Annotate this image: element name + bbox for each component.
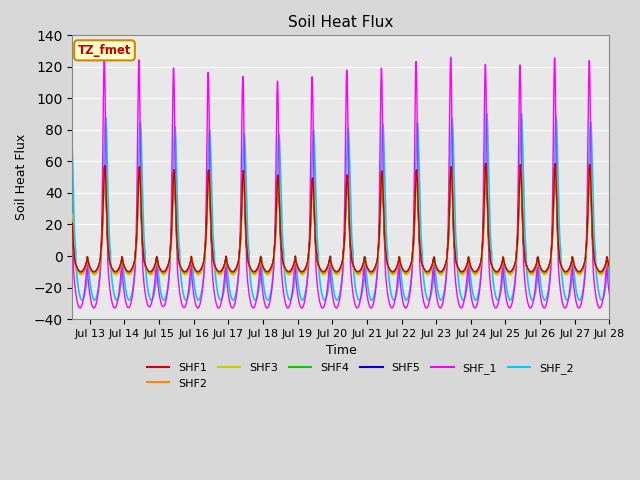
Line: SHF_1: SHF_1 bbox=[72, 57, 609, 308]
SHF1 bbox=[109, 267, 117, 273]
Line: SHF3: SHF3 bbox=[72, 167, 609, 275]
SHF4 bbox=[454, 264, 461, 270]
SHF5 bbox=[458, 269, 466, 275]
SHF_2 bbox=[454, 264, 461, 269]
Line: SHF5: SHF5 bbox=[72, 164, 609, 272]
Text: TZ_fmet: TZ_fmet bbox=[78, 44, 131, 57]
SHF_2 bbox=[68, 149, 76, 155]
SHF3 bbox=[109, 269, 117, 275]
SHF4 bbox=[230, 270, 238, 276]
SHF4 bbox=[559, 268, 566, 274]
SHF2 bbox=[211, 262, 218, 268]
SHF5 bbox=[509, 265, 517, 271]
Line: SHF1: SHF1 bbox=[72, 164, 609, 272]
SHF2 bbox=[230, 270, 238, 276]
SHF5 bbox=[68, 224, 76, 229]
SHF2 bbox=[559, 267, 566, 273]
SHF3 bbox=[541, 272, 548, 278]
SHF4 bbox=[605, 265, 613, 271]
SHF5 bbox=[559, 266, 566, 272]
SHF_2 bbox=[509, 288, 517, 294]
SHF3 bbox=[230, 272, 238, 277]
Y-axis label: Soil Heat Flux: Soil Heat Flux bbox=[15, 134, 28, 220]
SHF4 bbox=[367, 270, 375, 276]
SHF2 bbox=[454, 263, 461, 269]
SHF2 bbox=[68, 216, 76, 222]
SHF5 bbox=[482, 161, 490, 167]
SHF1 bbox=[605, 264, 613, 269]
Title: Soil Heat Flux: Soil Heat Flux bbox=[288, 15, 394, 30]
SHF4 bbox=[211, 264, 218, 269]
SHF_1 bbox=[367, 305, 375, 311]
Legend: SHF1, SHF2, SHF3, SHF4, SHF5, SHF_1, SHF_2: SHF1, SHF2, SHF3, SHF4, SHF5, SHF_1, SHF… bbox=[142, 358, 579, 393]
SHF2 bbox=[552, 162, 559, 168]
SHF1 bbox=[354, 269, 362, 275]
SHF_1 bbox=[605, 291, 613, 297]
SHF1 bbox=[230, 268, 238, 274]
SHF3 bbox=[509, 269, 517, 275]
SHF_2 bbox=[211, 256, 218, 262]
SHF_1 bbox=[68, 231, 76, 237]
SHF4 bbox=[482, 162, 490, 168]
SHF5 bbox=[605, 264, 613, 270]
SHF1 bbox=[482, 161, 490, 167]
SHF_2 bbox=[559, 280, 566, 286]
SHF3 bbox=[68, 211, 76, 217]
SHF_2 bbox=[605, 276, 613, 282]
SHF_2 bbox=[230, 297, 238, 302]
SHF3 bbox=[552, 164, 559, 170]
SHF5 bbox=[230, 268, 238, 274]
SHF2 bbox=[509, 267, 517, 273]
SHF3 bbox=[211, 262, 218, 268]
SHF_1 bbox=[211, 291, 218, 297]
SHF1 bbox=[559, 266, 566, 272]
Line: SHF_2: SHF_2 bbox=[72, 113, 609, 300]
SHF1 bbox=[68, 220, 76, 226]
SHF3 bbox=[559, 268, 566, 274]
Line: SHF4: SHF4 bbox=[72, 165, 609, 273]
Line: SHF2: SHF2 bbox=[72, 165, 609, 273]
SHF2 bbox=[605, 264, 613, 270]
SHF4 bbox=[509, 266, 517, 272]
SHF5 bbox=[211, 262, 218, 268]
SHF_1 bbox=[447, 54, 454, 60]
SHF_2 bbox=[109, 286, 117, 291]
SHF3 bbox=[453, 263, 461, 269]
SHF5 bbox=[453, 263, 461, 268]
SHF1 bbox=[509, 265, 517, 271]
SHF4 bbox=[109, 269, 117, 275]
SHF_2 bbox=[229, 297, 237, 303]
SHF_1 bbox=[559, 301, 566, 307]
SHF1 bbox=[454, 263, 461, 268]
SHF2 bbox=[109, 268, 117, 274]
SHF5 bbox=[109, 267, 117, 273]
SHF2 bbox=[298, 270, 306, 276]
SHF3 bbox=[605, 264, 613, 270]
X-axis label: Time: Time bbox=[326, 344, 356, 357]
SHF_1 bbox=[509, 293, 517, 299]
SHF_1 bbox=[230, 303, 238, 309]
SHF_1 bbox=[109, 303, 117, 309]
SHF1 bbox=[211, 262, 218, 268]
SHF_2 bbox=[483, 110, 491, 116]
SHF_1 bbox=[454, 294, 461, 300]
SHF4 bbox=[68, 226, 76, 231]
